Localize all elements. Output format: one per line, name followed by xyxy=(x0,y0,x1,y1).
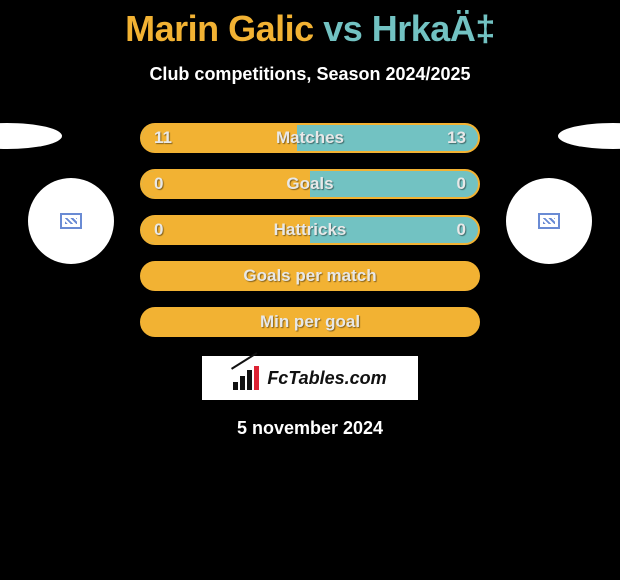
stat-right-value: 0 xyxy=(457,220,466,240)
stat-label: Goals xyxy=(286,174,333,194)
stat-row: Min per goal xyxy=(140,307,480,337)
vs-text: vs xyxy=(323,8,362,49)
subtitle: Club competitions, Season 2024/2025 xyxy=(0,64,620,85)
player2-name: HrkaÄ‡ xyxy=(372,8,495,49)
decor-ellipse-right xyxy=(558,123,620,149)
stat-right-value: 13 xyxy=(447,128,466,148)
decor-ellipse-left xyxy=(0,123,62,149)
stat-row: 0 Hattricks 0 xyxy=(140,215,480,245)
team-badge-right xyxy=(506,178,592,264)
stat-row: 0 Goals 0 xyxy=(140,169,480,199)
stat-right-value: 0 xyxy=(457,174,466,194)
footer-date: 5 november 2024 xyxy=(0,418,620,439)
badge-placeholder-icon xyxy=(60,213,82,229)
stats-column: 11 Matches 13 0 Goals 0 0 Hattricks 0 Goals per m… xyxy=(140,123,480,353)
stat-left-value: 0 xyxy=(154,174,163,194)
stat-left-value: 11 xyxy=(154,128,172,148)
page-title: Marin Galic vs HrkaÄ‡ xyxy=(0,0,620,50)
team-badge-left xyxy=(28,178,114,264)
stat-left-value: 0 xyxy=(154,220,163,240)
stat-label: Matches xyxy=(276,128,344,148)
player1-name: Marin Galic xyxy=(125,8,314,49)
badge-placeholder-icon xyxy=(538,213,560,229)
stat-row: 11 Matches 13 xyxy=(140,123,480,153)
brand-box: FcTables.com xyxy=(202,356,418,400)
stat-label: Min per goal xyxy=(260,312,360,332)
stat-label: Hattricks xyxy=(274,220,347,240)
brand-text: FcTables.com xyxy=(267,368,386,389)
stat-label: Goals per match xyxy=(243,266,376,286)
brand-chart-icon xyxy=(233,366,261,390)
stat-left-fill xyxy=(142,171,310,197)
stat-row: Goals per match xyxy=(140,261,480,291)
